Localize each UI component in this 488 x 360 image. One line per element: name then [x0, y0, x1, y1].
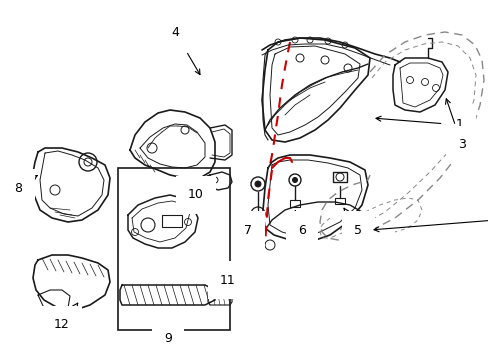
Text: 10: 10 — [188, 185, 206, 202]
Text: 1: 1 — [375, 116, 463, 131]
Circle shape — [254, 181, 261, 187]
Bar — [332, 172, 346, 182]
Bar — [289, 200, 299, 207]
Text: 6: 6 — [294, 211, 305, 237]
Text: 8: 8 — [14, 176, 37, 194]
Text: 5: 5 — [344, 208, 361, 237]
Bar — [334, 198, 345, 204]
Text: 11: 11 — [213, 274, 235, 288]
Circle shape — [292, 177, 297, 183]
Bar — [118, 168, 229, 330]
Text: 2: 2 — [373, 203, 488, 232]
Text: 9: 9 — [164, 332, 172, 345]
Text: 3: 3 — [445, 99, 465, 152]
Text: 12: 12 — [54, 303, 78, 332]
Text: 7: 7 — [244, 216, 255, 237]
Bar — [162, 215, 182, 227]
Text: 4: 4 — [171, 26, 200, 75]
